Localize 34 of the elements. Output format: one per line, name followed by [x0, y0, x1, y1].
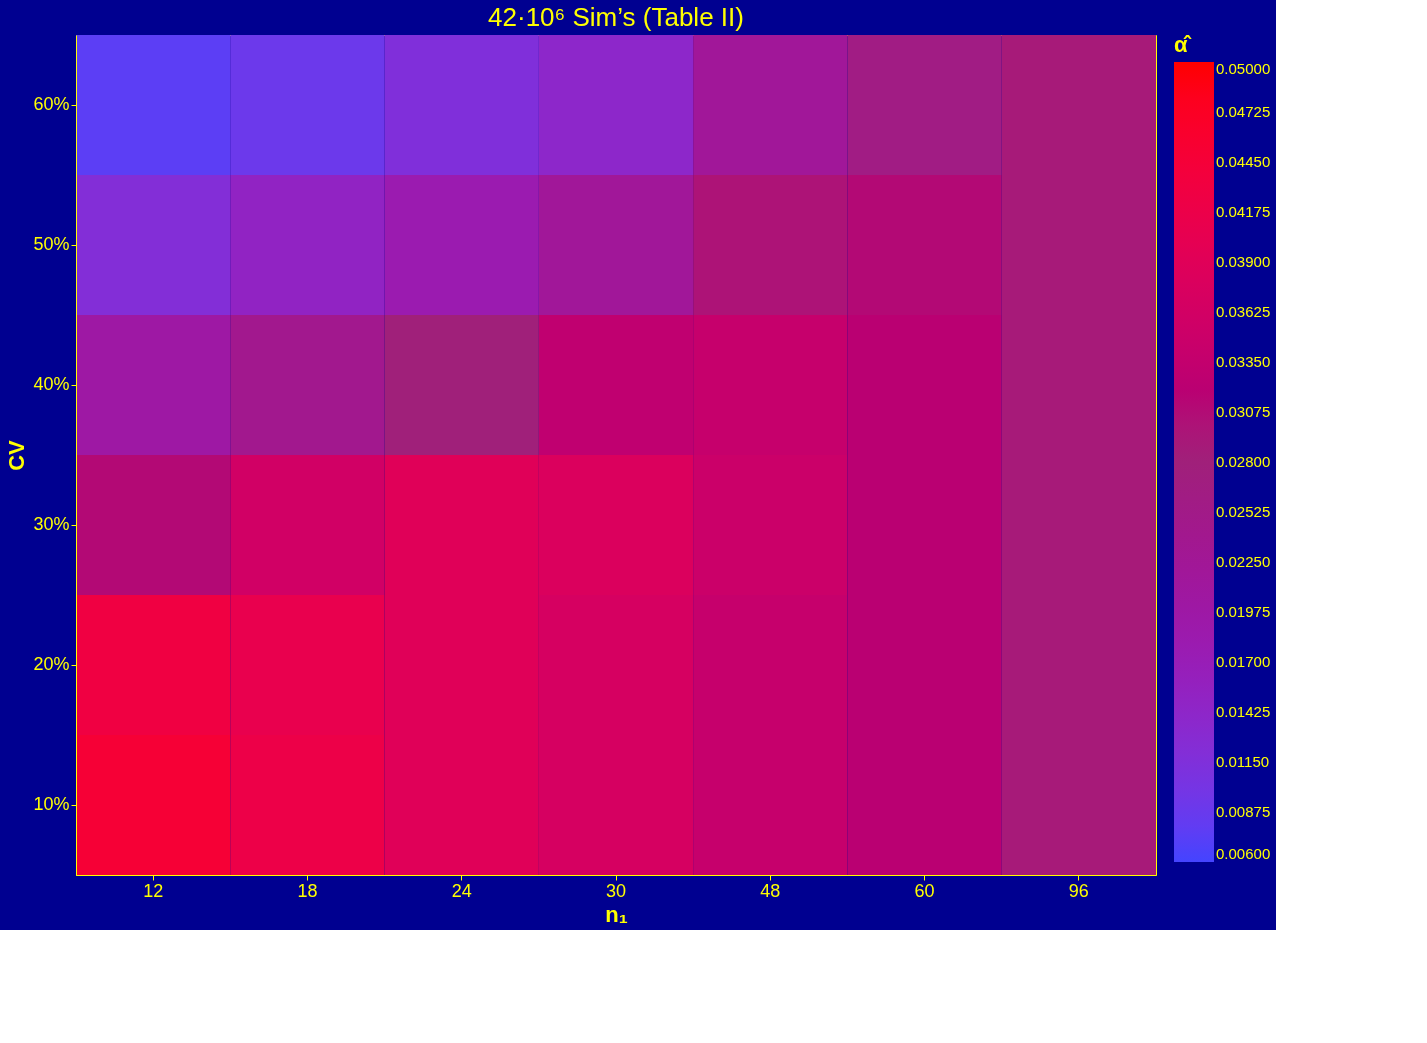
y-axis-title: CV	[4, 439, 30, 471]
x-axis-title: n₁	[605, 901, 628, 927]
x-tick-label: 18	[297, 880, 318, 901]
color-bar-label: 0.02800	[1216, 453, 1271, 470]
color-bar-label: 0.02250	[1216, 553, 1271, 570]
legend-title: α̂	[1174, 32, 1192, 57]
x-tick-label: 48	[760, 880, 781, 901]
color-bar-label: 0.04175	[1216, 203, 1271, 220]
color-bar-label: 0.04450	[1216, 153, 1271, 170]
y-tick-label: 40%	[33, 374, 70, 394]
color-bar-label: 0.01425	[1216, 703, 1271, 720]
color-bar-label: 0.03075	[1216, 403, 1271, 420]
color-bar-label: 0.03625	[1216, 303, 1271, 320]
y-tick-label: 30%	[33, 514, 70, 534]
chart-title: 42·10⁶ Sim’s (Table II)	[488, 2, 744, 32]
color-bar-label: 0.01150	[1216, 753, 1270, 770]
color-bar-label: 0.03900	[1216, 253, 1271, 270]
color-bar-label: 0.02525	[1216, 503, 1271, 520]
x-tick-label: 12	[143, 880, 164, 901]
color-bar-label: 0.04725	[1216, 103, 1271, 120]
x-tick-label: 96	[1068, 880, 1089, 901]
x-tick-label: 24	[451, 880, 472, 901]
color-bar-label: 0.05000	[1216, 60, 1271, 77]
y-tick-label: 50%	[33, 234, 70, 254]
color-bar-label: 0.00875	[1216, 803, 1271, 820]
y-tick-label: 10%	[33, 794, 70, 814]
x-tick-label: 60	[914, 880, 935, 901]
color-bar-label: 0.01700	[1216, 653, 1271, 670]
y-tick-label: 20%	[33, 654, 70, 674]
color-bar-label: 0.03350	[1216, 353, 1271, 370]
y-tick-label: 60%	[33, 94, 70, 114]
x-tick-label: 30	[605, 880, 627, 901]
color-bar-label: 0.01975	[1216, 603, 1271, 620]
color-bar-label: 0.00600	[1216, 845, 1271, 862]
